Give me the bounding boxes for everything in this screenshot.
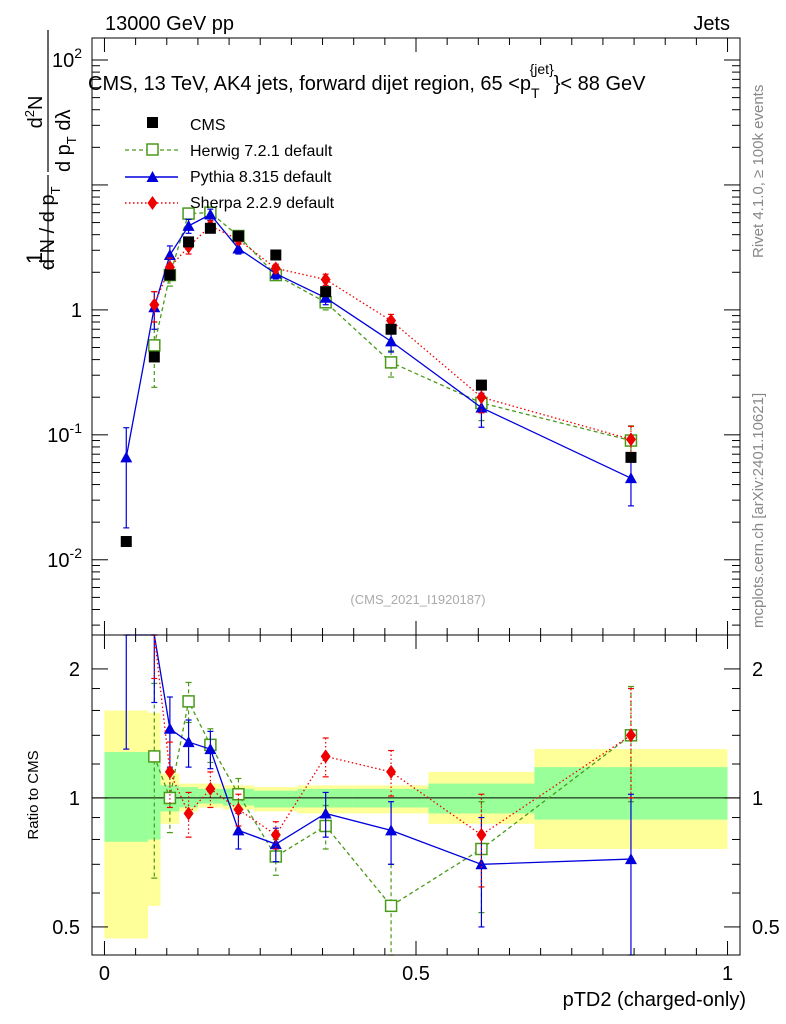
ylabel-den: d N / d pT xyxy=(37,186,63,270)
header-right: Jets xyxy=(693,13,730,35)
ratio-band-green xyxy=(254,790,298,808)
main-line-pythia xyxy=(125,213,632,479)
main-point-herwig xyxy=(384,356,398,369)
header-left: 13000 GeV pp xyxy=(105,13,234,35)
ratio-point-herwig xyxy=(148,750,161,763)
y-tick-label: 102 xyxy=(52,45,82,72)
ratio-point-pythia xyxy=(385,824,398,836)
main-point-pythia xyxy=(624,472,637,484)
ratio-point-sherpa xyxy=(270,827,281,842)
main-line-sherpa xyxy=(153,225,632,440)
main-point-cms xyxy=(625,451,637,463)
main-point-pythia xyxy=(475,401,488,413)
x-tick-label: 0 xyxy=(99,963,110,985)
main-point-cms xyxy=(270,249,282,261)
legend-marker-pythia xyxy=(146,171,159,182)
ratio-y-tick-label-right: 0.5 xyxy=(752,917,780,939)
ratio-ylabel: Ratio to CMS xyxy=(25,750,42,839)
legend-marker-sherpa xyxy=(147,196,158,210)
ratio-point-sherpa xyxy=(386,764,397,779)
ratio-point-pythia xyxy=(182,736,195,748)
title-post: }< 88 GeV xyxy=(554,73,646,95)
y-tick-label: 10-2 xyxy=(47,545,82,572)
y-tick-label: 10-1 xyxy=(47,420,82,447)
ratio-y-tick-label: 1 xyxy=(69,788,80,810)
ylabel-num: 1 xyxy=(22,252,47,264)
ratio-point-pythia xyxy=(269,838,282,850)
ratio-point-sherpa xyxy=(233,802,244,817)
legend-marker-cms xyxy=(147,117,158,128)
series-layer xyxy=(120,206,638,956)
ratio-y-tick-label: 0.5 xyxy=(52,917,80,939)
main-point-cms xyxy=(385,323,397,335)
ratio-point-sherpa xyxy=(164,764,175,779)
ratio-y-tick-label: 2 xyxy=(69,659,80,681)
legend-marker-herwig xyxy=(146,143,159,156)
main-point-sherpa xyxy=(149,297,160,312)
x-tick-label: 1 xyxy=(722,963,733,985)
ratio-point-herwig xyxy=(384,899,398,913)
rivet-label: Rivet 4.1.0, ≥ 100k events xyxy=(750,85,767,258)
x-tick-label: 0.5 xyxy=(402,963,430,985)
ratio-point-pythia xyxy=(319,807,332,819)
ratio-line-sherpa xyxy=(153,634,632,836)
main-point-pythia xyxy=(232,242,245,254)
ratio-point-pythia xyxy=(204,743,217,755)
main-point-cms xyxy=(232,230,244,242)
main-point-pythia xyxy=(120,451,133,463)
legend: CMS Herwig 7.2.1 default Pythia 8.315 de… xyxy=(125,117,335,212)
main-point-cms xyxy=(183,236,195,248)
main-point-sherpa xyxy=(476,390,487,405)
ratio-panel-frame xyxy=(91,634,741,956)
main-point-pythia xyxy=(163,248,176,260)
main-point-herwig xyxy=(148,339,161,352)
main-point-cms xyxy=(320,286,332,298)
ratio-band-green xyxy=(104,751,149,842)
title-sup: {jet} xyxy=(530,61,554,77)
ratio-point-pythia xyxy=(232,824,245,836)
main-point-pythia xyxy=(204,208,217,220)
legend-label-sherpa: Sherpa 2.2.9 default xyxy=(190,195,335,212)
main-point-cms xyxy=(475,379,487,391)
title-pre: CMS, 13 TeV, AK4 jets, forward dijet reg… xyxy=(88,73,531,95)
main-point-cms xyxy=(120,536,132,548)
ratio-point-sherpa xyxy=(476,827,487,842)
main-point-sherpa xyxy=(270,261,281,276)
legend-label-pythia: Pythia 8.315 default xyxy=(190,169,332,186)
main-point-sherpa xyxy=(320,272,331,287)
ratio-point-sherpa xyxy=(183,806,194,821)
main-point-pythia xyxy=(385,335,398,347)
main-point-pythia xyxy=(182,219,195,231)
ratio-y-tick-label-right: 1 xyxy=(752,788,763,810)
analysis-watermark: (CMS_2021_I1920187) xyxy=(350,592,485,607)
ylabel-den2: d pT dλ xyxy=(53,110,79,172)
axes-layer: 0 0.5 1 102 1 10-1 10-2 0.5 0.5 1 1 2 2 xyxy=(47,38,780,985)
mcplots-label: mcplots.cern.ch [arXiv:2401.10621] xyxy=(750,393,767,628)
ratio-y-tick-label-right: 2 xyxy=(752,659,763,681)
legend-label-herwig: Herwig 7.2.1 default xyxy=(190,143,333,160)
main-point-cms xyxy=(148,351,160,363)
legend-label-cms: CMS xyxy=(190,117,226,134)
ratio-point-sherpa xyxy=(320,749,331,764)
ratio-point-pythia xyxy=(475,858,488,870)
main-title: CMS, 13 TeV, AK4 jets, forward dijet reg… xyxy=(88,61,646,101)
y-tick-label: 1 xyxy=(71,300,82,322)
ratio-point-pythia xyxy=(624,853,637,865)
ratio-line-herwig xyxy=(153,699,632,907)
xlabel: pTD2 (charged-only) xyxy=(563,989,746,1011)
title-sub: T xyxy=(531,85,540,101)
ratio-point-herwig xyxy=(182,695,195,708)
main-point-pythia xyxy=(319,291,332,303)
main-point-cms xyxy=(204,222,216,234)
ratio-point-sherpa xyxy=(625,728,636,743)
ratio-point-pythia xyxy=(163,722,176,734)
main-point-cms xyxy=(164,269,176,281)
ylabel-num2: d2N xyxy=(22,96,47,129)
main-point-sherpa xyxy=(625,432,636,447)
ratio-point-sherpa xyxy=(205,781,216,796)
main-line-herwig xyxy=(153,212,632,442)
main-ylabel: 1 d N / d pT d2N d pT dλ xyxy=(22,30,79,270)
